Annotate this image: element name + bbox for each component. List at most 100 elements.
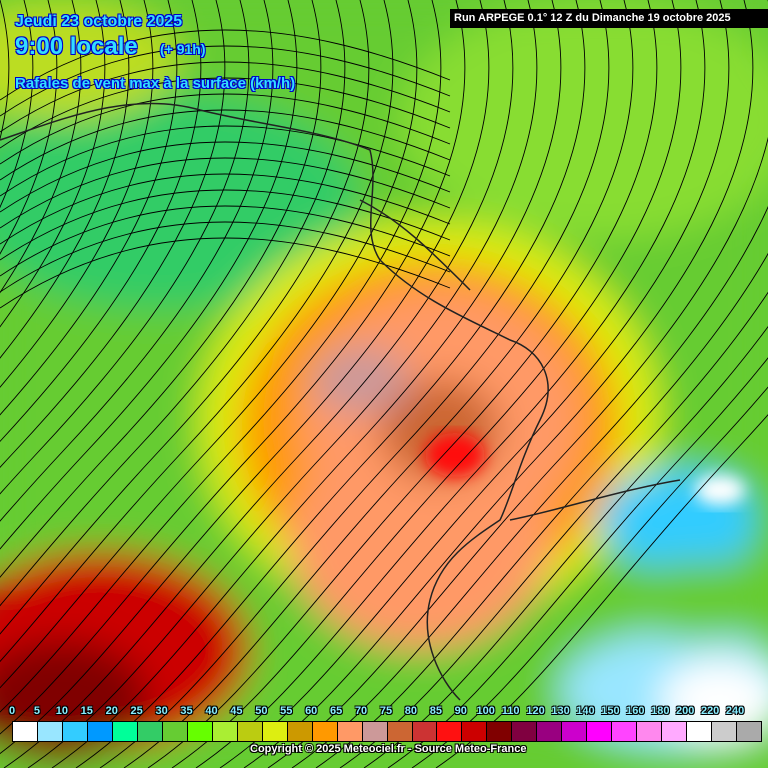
legend-label: 55: [280, 705, 293, 717]
streamline: [0, 237, 451, 309]
streamline: [0, 93, 451, 165]
streamline: [0, 109, 451, 181]
streamline: [0, 0, 226, 468]
streamline: [0, 0, 298, 550]
streamline: [0, 0, 490, 755]
legend-label: 20: [105, 705, 118, 717]
legend-label: 70: [354, 705, 368, 717]
streamline: [0, 0, 130, 359]
legend-swatch: [112, 722, 138, 741]
legend-label: 220: [700, 705, 720, 717]
legend-swatch: [587, 722, 613, 741]
legend-swatch: [512, 722, 538, 741]
streamline: [0, 0, 178, 416]
legend-label: 150: [601, 705, 620, 717]
streamline: [0, 157, 451, 229]
streamline: [0, 0, 58, 255]
streamline: [0, 61, 451, 133]
streamline: [243, 0, 754, 768]
legend-swatch: [612, 722, 638, 741]
legend-label: 100: [476, 705, 495, 717]
legend-swatch: [187, 722, 213, 741]
streamline: [0, 0, 10, 141]
streamline: [51, 0, 562, 768]
legend-swatch: [162, 722, 188, 741]
streamline: [0, 45, 451, 117]
legend-swatch: [712, 722, 738, 741]
legend-label: 25: [130, 705, 143, 717]
streamline: [0, 0, 418, 689]
legend-label: 10: [55, 705, 68, 717]
legend-swatch: [337, 722, 363, 741]
streamline: [219, 0, 730, 768]
forecast-lead-time: (+ 91h): [160, 41, 206, 57]
legend-label: 90: [454, 705, 467, 717]
legend-swatch: [737, 722, 762, 741]
streamline: [3, 0, 514, 768]
streamline: [0, 0, 394, 663]
legend-label: 130: [551, 705, 570, 717]
streamline: [0, 0, 370, 635]
legend-swatch: [362, 722, 388, 741]
legend-swatch: [212, 722, 238, 741]
copyright: Copyright © 2025 Meteociel.fr - Source M…: [250, 743, 527, 755]
legend-swatch: [537, 722, 563, 741]
streamline: [267, 0, 768, 768]
legend-swatch: [387, 722, 413, 741]
legend-labels: 0 5 10 15 20 25 30 35 40 45 50 55 60 65 70 75 80 85 90 100 1…: [0, 705, 768, 719]
streamline: [195, 0, 706, 768]
legend-swatch: [87, 722, 113, 741]
legend-swatch: [687, 722, 713, 741]
streamline: [0, 0, 82, 294]
streamline: [0, 0, 106, 328]
streamline: [0, 77, 451, 149]
country-borders: [0, 102, 681, 701]
streamline: [75, 0, 586, 768]
streamline: [0, 0, 466, 735]
streamline: [0, 0, 346, 607]
streamline: [0, 205, 451, 277]
streamline: [123, 0, 634, 768]
streamline: [99, 0, 610, 768]
legend-label: 15: [80, 705, 93, 717]
legend-swatch: [437, 722, 463, 741]
legend-label: 160: [626, 705, 645, 717]
legend-label: 180: [651, 705, 670, 717]
streamline: [0, 141, 451, 213]
legend-swatch: [662, 722, 688, 741]
legend-swatch: [412, 722, 438, 741]
legend-swatch: [462, 722, 488, 741]
streamline: [0, 0, 274, 522]
color-legend: [12, 721, 762, 742]
streamline: [339, 291, 768, 768]
streamline: [147, 0, 658, 768]
legend-swatch: [37, 722, 63, 741]
legend-label: 65: [330, 705, 343, 717]
legend-label: 85: [429, 705, 442, 717]
legend-label: 200: [676, 705, 695, 717]
legend-label: 0: [8, 705, 16, 717]
streamline: [0, 0, 154, 388]
legend-label: 60: [305, 705, 318, 717]
legend-label: 50: [255, 705, 268, 717]
legend-swatch: [137, 722, 163, 741]
streamline: [435, 414, 768, 768]
streamline: [0, 0, 202, 442]
legend-swatch: [562, 722, 588, 741]
legend-swatch: [13, 722, 38, 741]
legend-label: 40: [205, 705, 218, 717]
streamline: [27, 0, 538, 768]
legend-label: 240: [725, 705, 745, 717]
streamline: [387, 357, 768, 768]
legend-swatch: [312, 722, 338, 741]
streamline: [315, 252, 768, 768]
legend-label: 140: [576, 705, 595, 717]
legend-label: 45: [230, 705, 243, 717]
streamline: [363, 325, 768, 768]
streamline: [0, 189, 451, 261]
streamline: [0, 221, 451, 293]
legend-label: 30: [155, 705, 168, 717]
legend-label: 80: [404, 705, 418, 717]
streamline: [0, 125, 451, 197]
